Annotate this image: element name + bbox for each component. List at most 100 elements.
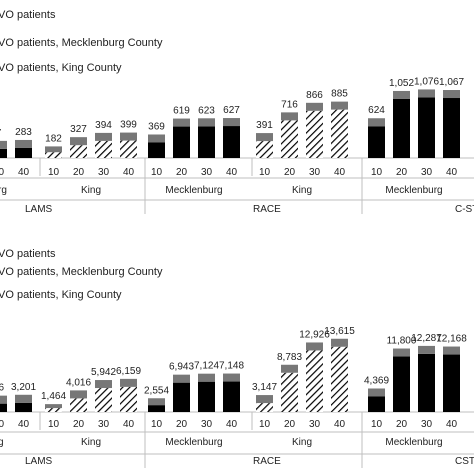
legend-bottom-3: VO patients, King County — [0, 289, 122, 301]
data-label: 4,016 — [66, 377, 91, 388]
bar — [281, 120, 298, 158]
data-label: 8,783 — [277, 352, 302, 363]
bar — [223, 126, 240, 158]
bar — [120, 386, 137, 412]
bar-cap — [443, 90, 460, 99]
scale-label: LAMS — [25, 204, 53, 215]
bar — [0, 148, 7, 158]
bar — [173, 126, 190, 158]
data-label: 627 — [223, 105, 240, 116]
panel-top: 10 20 7 30 283 40 rg 182 10 327 20 394 30 399 40 King 36… — [0, 76, 474, 215]
bar-cap — [393, 90, 410, 99]
legend-top-3: VO patients, King County — [0, 62, 122, 74]
x-tick-label: 20 — [176, 419, 188, 430]
bar-cap — [418, 345, 435, 354]
bar — [198, 381, 215, 412]
scale-label: CST — [455, 456, 474, 467]
data-label: 619 — [173, 106, 190, 117]
county-label: King — [81, 185, 101, 196]
x-tick-label: 30 — [0, 419, 4, 430]
x-tick-label: 10 — [151, 167, 163, 178]
bar-cap — [256, 133, 273, 142]
bar — [0, 403, 7, 412]
bar — [368, 126, 385, 158]
data-label: 1,076 — [414, 76, 439, 87]
x-tick-label: 40 — [123, 419, 135, 430]
data-label: 7,124 — [194, 361, 219, 372]
county-label: Mecklenburg — [165, 185, 222, 196]
x-tick-label: 30 — [421, 419, 433, 430]
data-label: 1,052 — [389, 78, 414, 89]
x-tick-label: 10 — [371, 167, 383, 178]
county-label: King — [292, 437, 312, 448]
bar — [120, 140, 137, 158]
bar-cap — [120, 378, 137, 387]
bar-cap — [281, 364, 298, 373]
data-label: 5,942 — [91, 367, 116, 378]
x-tick-label: 30 — [0, 167, 4, 178]
bar — [393, 98, 410, 158]
x-tick-label: 30 — [98, 419, 110, 430]
county-label: King — [81, 437, 101, 448]
bar-cap — [368, 388, 385, 397]
bar-cap — [45, 146, 62, 153]
bar-cap — [70, 390, 87, 399]
bar — [15, 402, 32, 412]
data-label: 7 — [0, 128, 2, 139]
bar — [95, 388, 112, 412]
data-label: 13,615 — [324, 326, 355, 337]
bar-cap — [368, 118, 385, 127]
bar — [281, 372, 298, 412]
x-tick-label: 20 — [73, 167, 85, 178]
county-label: Mecklenburg — [385, 437, 442, 448]
data-label: 2,554 — [144, 385, 169, 396]
data-label: 716 — [281, 99, 298, 110]
data-label: 11,800 — [387, 336, 417, 347]
bar-cap — [331, 101, 348, 110]
bar — [443, 98, 460, 158]
data-label: 182 — [45, 133, 62, 144]
county-label: g — [0, 437, 4, 448]
bar — [443, 354, 460, 412]
bar — [393, 356, 410, 412]
data-label: 6,943 — [169, 362, 194, 373]
data-label: 394 — [95, 120, 112, 131]
bar-cap — [95, 380, 112, 389]
data-label: 327 — [70, 124, 87, 135]
bar — [223, 381, 240, 412]
x-tick-label: 20 — [284, 419, 296, 430]
bar — [173, 382, 190, 412]
bar-cap — [331, 338, 348, 347]
data-label: 391 — [256, 120, 273, 131]
x-tick-label: 30 — [309, 167, 321, 178]
bar-cap — [95, 132, 112, 141]
bar-cap — [173, 118, 190, 127]
data-label: 3,147 — [252, 382, 277, 393]
bar — [256, 141, 273, 158]
bar — [331, 109, 348, 158]
x-tick-label: 40 — [226, 167, 238, 178]
x-tick-label: 20 — [176, 167, 188, 178]
scale-label: RACE — [253, 204, 281, 215]
bar — [256, 403, 273, 412]
data-label: 1,067 — [439, 77, 464, 88]
bar-cap — [223, 373, 240, 382]
bar-cap — [306, 102, 323, 111]
legend-top-1: VO patients — [0, 9, 56, 21]
bar — [198, 126, 215, 158]
x-tick-label: 10 — [48, 419, 60, 430]
bar — [306, 350, 323, 412]
x-tick-label: 40 — [446, 167, 458, 178]
bar — [45, 152, 62, 158]
x-tick-label: 30 — [421, 167, 433, 178]
county-label: Mecklenburg — [165, 437, 222, 448]
county-label: King — [292, 185, 312, 196]
bar — [45, 408, 62, 412]
scale-label: RACE — [253, 456, 281, 467]
bar — [70, 398, 87, 412]
x-tick-label: 30 — [201, 167, 213, 178]
x-tick-label: 40 — [334, 419, 346, 430]
x-tick-label: 20 — [284, 167, 296, 178]
data-label: 369 — [148, 121, 165, 132]
data-label: 624 — [368, 105, 385, 116]
